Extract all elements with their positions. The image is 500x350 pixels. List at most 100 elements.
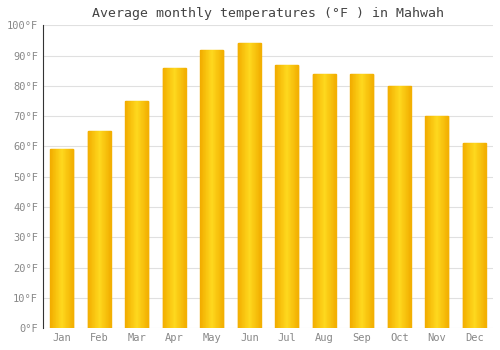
Bar <box>328 74 329 328</box>
Bar <box>182 68 183 328</box>
Bar <box>297 65 298 328</box>
Bar <box>290 65 292 328</box>
Title: Average monthly temperatures (°F ) in Mahwah: Average monthly temperatures (°F ) in Ma… <box>92 7 444 20</box>
Bar <box>98 131 100 328</box>
Bar <box>364 74 365 328</box>
Bar <box>314 74 315 328</box>
Bar <box>439 116 440 328</box>
Bar <box>390 86 391 328</box>
Bar <box>462 144 486 328</box>
Bar <box>474 144 475 328</box>
Bar <box>426 116 428 328</box>
Bar <box>394 86 396 328</box>
Bar <box>169 68 170 328</box>
Bar <box>104 131 106 328</box>
Bar <box>185 68 186 328</box>
Bar <box>289 65 290 328</box>
Bar <box>465 144 466 328</box>
Bar <box>284 65 286 328</box>
Bar <box>65 149 66 328</box>
Bar <box>172 68 173 328</box>
Bar <box>429 116 430 328</box>
Bar <box>360 74 361 328</box>
Bar <box>389 86 390 328</box>
Bar <box>168 68 169 328</box>
Bar <box>244 43 246 328</box>
Bar <box>89 131 90 328</box>
Bar <box>175 68 176 328</box>
Bar <box>200 49 224 328</box>
Bar <box>242 43 243 328</box>
Bar <box>60 149 61 328</box>
Bar <box>240 43 241 328</box>
Bar <box>315 74 316 328</box>
Bar <box>90 131 91 328</box>
Bar <box>430 116 432 328</box>
Bar <box>400 86 401 328</box>
Bar <box>283 65 284 328</box>
Bar <box>286 65 287 328</box>
Bar <box>446 116 447 328</box>
Bar <box>72 149 74 328</box>
Bar <box>206 49 207 328</box>
Bar <box>220 49 221 328</box>
Bar <box>211 49 212 328</box>
Bar <box>326 74 328 328</box>
Bar <box>101 131 102 328</box>
Bar <box>471 144 472 328</box>
Bar <box>71 149 72 328</box>
Bar <box>472 144 473 328</box>
Bar <box>425 116 426 328</box>
Bar <box>208 49 210 328</box>
Bar <box>170 68 171 328</box>
Bar <box>372 74 374 328</box>
Bar <box>470 144 471 328</box>
Bar <box>62 149 64 328</box>
Bar <box>288 65 289 328</box>
Bar <box>129 101 130 328</box>
Bar <box>164 68 165 328</box>
Bar <box>247 43 248 328</box>
Bar <box>91 131 92 328</box>
Bar <box>241 43 242 328</box>
Bar <box>179 68 180 328</box>
Bar <box>143 101 144 328</box>
Bar <box>251 43 252 328</box>
Bar <box>250 43 251 328</box>
Bar <box>258 43 260 328</box>
Bar <box>370 74 371 328</box>
Bar <box>200 49 201 328</box>
Bar <box>434 116 436 328</box>
Bar <box>93 131 94 328</box>
Bar <box>367 74 368 328</box>
Bar <box>217 49 218 328</box>
Bar <box>210 49 211 328</box>
Bar <box>294 65 296 328</box>
Bar <box>368 74 369 328</box>
Bar <box>484 144 485 328</box>
Bar <box>438 116 439 328</box>
Bar <box>239 43 240 328</box>
Bar <box>356 74 357 328</box>
Bar <box>107 131 108 328</box>
Bar <box>402 86 403 328</box>
Bar <box>162 68 164 328</box>
Bar <box>443 116 444 328</box>
Bar <box>166 68 168 328</box>
Bar <box>219 49 220 328</box>
Bar <box>171 68 172 328</box>
Bar <box>147 101 148 328</box>
Bar <box>252 43 253 328</box>
Bar <box>69 149 70 328</box>
Bar <box>408 86 410 328</box>
Bar <box>332 74 333 328</box>
Bar <box>238 43 239 328</box>
Bar <box>215 49 216 328</box>
Bar <box>279 65 280 328</box>
Bar <box>321 74 322 328</box>
Bar <box>137 101 138 328</box>
Bar <box>468 144 469 328</box>
Bar <box>216 49 217 328</box>
Bar <box>428 116 429 328</box>
Bar <box>388 86 389 328</box>
